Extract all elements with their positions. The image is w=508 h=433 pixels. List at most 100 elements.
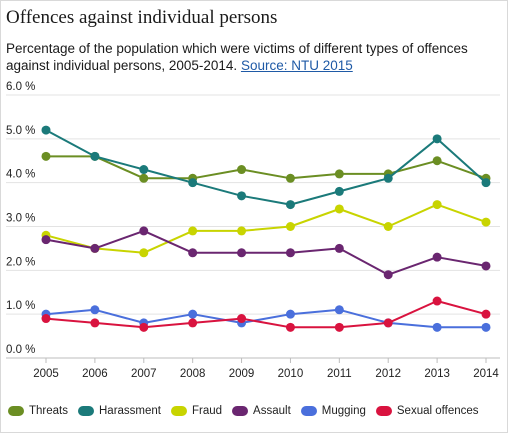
data-point-assault[interactable] (41, 235, 51, 245)
y-tick-label: 0.0 % (6, 344, 35, 356)
data-point-sexual-offences[interactable] (90, 318, 100, 328)
x-tick-label: 2014 (473, 368, 499, 380)
series-line-mugging (45, 308, 486, 329)
data-point-threats[interactable] (285, 173, 295, 183)
data-point-harassment[interactable] (237, 191, 247, 201)
data-point-threats[interactable] (334, 169, 344, 179)
subtitle-text: Percentage of the population which were … (6, 41, 468, 73)
data-point-assault[interactable] (383, 270, 393, 280)
y-tick-label: 1.0 % (6, 300, 35, 312)
series-line-harassment (45, 129, 487, 206)
series-line-threats (46, 155, 487, 180)
legend-item-harassment[interactable]: Harassment (78, 405, 161, 417)
data-point-harassment[interactable] (334, 186, 344, 196)
data-point-sexual-offences[interactable] (334, 322, 344, 332)
legend-swatch (8, 406, 24, 416)
data-point-fraud[interactable] (383, 222, 393, 231)
legend-swatch (232, 406, 249, 416)
data-point-harassment[interactable] (285, 200, 295, 210)
data-point-mugging[interactable] (481, 322, 491, 332)
legend-swatch (78, 406, 94, 416)
legend-label: Sexual offences (396, 405, 479, 417)
legend-item-assault[interactable]: Assault (232, 405, 291, 417)
legend-label: Mugging (321, 405, 366, 417)
data-point-assault[interactable] (432, 252, 442, 262)
x-tick-label: 2013 (424, 368, 450, 380)
y-tick-label: 5.0 % (6, 125, 35, 137)
data-point-fraud[interactable] (432, 200, 442, 210)
data-point-fraud[interactable] (285, 222, 295, 231)
data-point-assault[interactable] (139, 226, 149, 236)
data-point-threats[interactable] (237, 165, 247, 175)
data-point-assault[interactable] (285, 248, 295, 258)
data-point-sexual-offences[interactable] (139, 322, 149, 332)
data-point-sexual-offences[interactable] (383, 318, 393, 328)
data-point-harassment[interactable] (188, 178, 198, 188)
series-sexual-offences (41, 296, 491, 332)
data-point-harassment[interactable] (383, 173, 393, 183)
data-point-sexual-offences[interactable] (237, 314, 247, 324)
chart-title: Offences against individual persons (6, 7, 278, 28)
data-point-fraud[interactable] (481, 217, 491, 227)
legend-item-mugging[interactable]: Mugging (300, 405, 366, 417)
data-point-fraud[interactable] (237, 226, 247, 236)
x-tick-label: 2005 (33, 368, 59, 380)
data-point-assault[interactable] (481, 261, 491, 271)
data-point-threats[interactable] (41, 151, 51, 161)
x-tick-label: 2007 (131, 368, 157, 380)
data-point-assault[interactable] (90, 243, 100, 253)
x-tick-label: 2010 (278, 368, 304, 380)
legend-swatch (375, 406, 392, 416)
data-point-fraud[interactable] (188, 226, 198, 236)
y-axis-ticks: 0.0 % 1.0 % 2.0 % 3.0 % 4.0 % 5.0 % 6.0 % (6, 81, 35, 356)
y-tick-label: 2.0 % (6, 256, 35, 268)
legend-item-fraud[interactable]: Fraud (171, 405, 222, 417)
y-tick-label: 6.0 % (6, 81, 35, 93)
x-tick-label: 2009 (229, 368, 255, 380)
x-tick-label: 2012 (375, 368, 401, 380)
legend: Threats Harassment Fraud Assault Mugging Sexu… (8, 405, 489, 417)
data-point-sexual-offences[interactable] (41, 314, 51, 324)
series-fraud (41, 200, 491, 258)
data-point-harassment[interactable] (139, 165, 149, 175)
source-link[interactable]: Source: NTU 2015 (240, 58, 353, 73)
data-point-sexual-offences[interactable] (188, 318, 198, 328)
data-point-harassment[interactable] (432, 134, 442, 144)
x-tick-label: 2008 (180, 368, 206, 380)
legend-swatch (300, 406, 317, 416)
data-point-threats[interactable] (139, 173, 149, 183)
series-mugging (41, 305, 491, 332)
legend-item-threats[interactable]: Threats (8, 405, 68, 417)
data-point-harassment[interactable] (90, 151, 100, 161)
y-tick-label: 4.0 % (6, 169, 35, 181)
data-point-sexual-offences[interactable] (285, 322, 295, 332)
legend-item-sexual-offences[interactable]: Sexual offences (375, 405, 479, 417)
data-point-threats[interactable] (432, 156, 442, 166)
chart-subtitle: Percentage of the population which were … (6, 40, 500, 74)
gridlines (6, 94, 500, 359)
series-threats (41, 151, 491, 183)
data-point-mugging[interactable] (432, 322, 442, 332)
series-line-sexual-offences (45, 300, 487, 329)
data-point-sexual-offences[interactable] (481, 309, 491, 319)
data-point-harassment[interactable] (481, 178, 491, 188)
data-point-mugging[interactable] (285, 309, 295, 319)
data-point-mugging[interactable] (334, 305, 344, 315)
data-point-assault[interactable] (188, 248, 198, 258)
legend-swatch (171, 406, 187, 416)
data-point-assault[interactable] (334, 243, 344, 253)
data-point-assault[interactable] (237, 248, 247, 258)
data-point-fraud[interactable] (139, 248, 149, 258)
series-line-assault (45, 229, 487, 276)
data-point-mugging[interactable] (90, 305, 100, 315)
data-point-harassment[interactable] (41, 125, 51, 135)
data-point-sexual-offences[interactable] (432, 296, 442, 306)
legend-label: Threats (29, 405, 68, 417)
legend-label: Harassment (99, 405, 161, 417)
legend-label: Assault (253, 405, 291, 417)
data-point-fraud[interactable] (334, 204, 344, 214)
data-point-mugging[interactable] (188, 309, 198, 319)
series-assault (41, 226, 491, 280)
